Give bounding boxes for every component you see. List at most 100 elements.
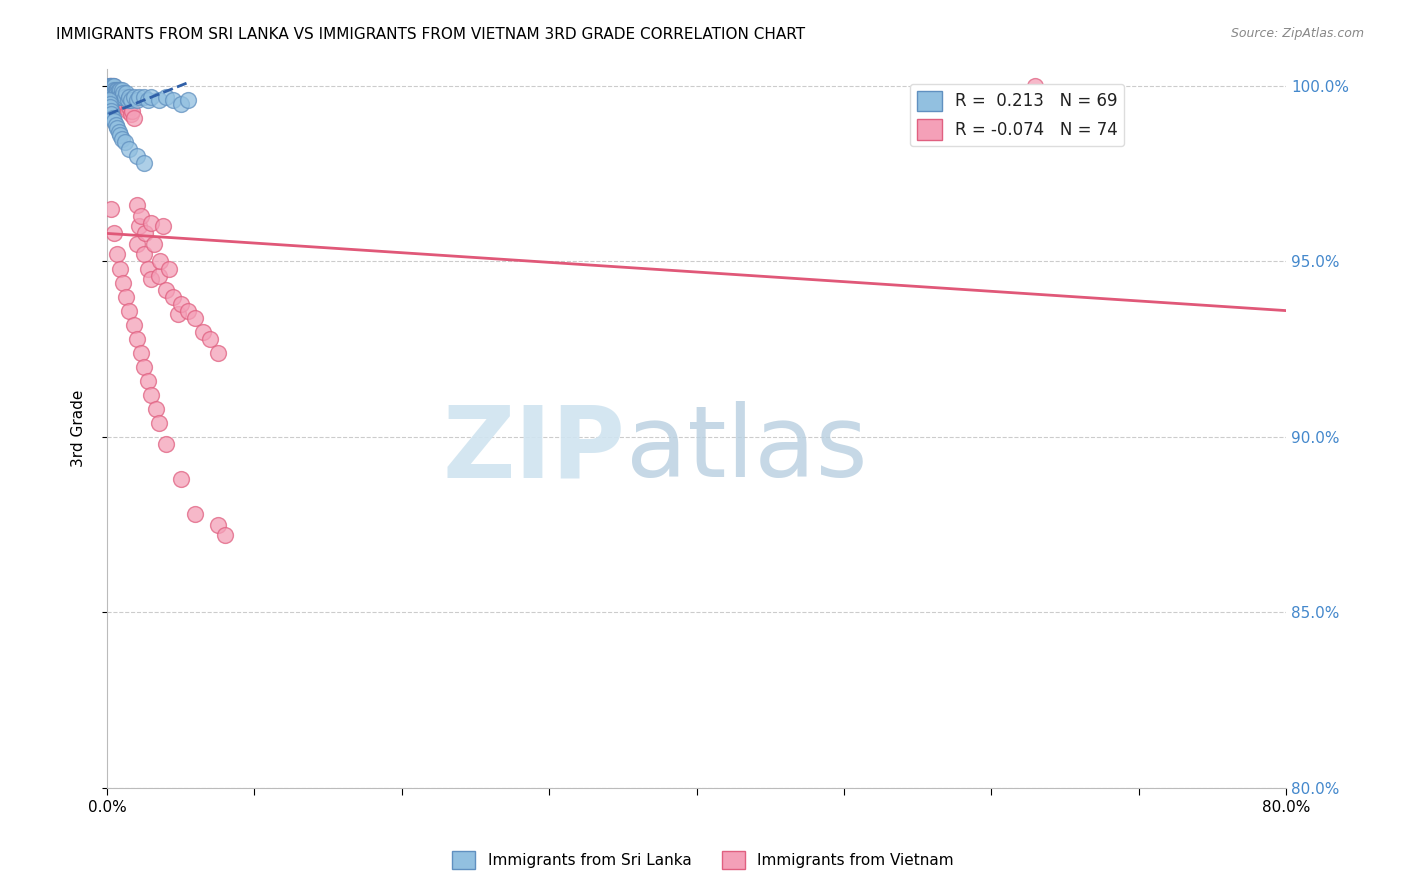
Point bbox=[100, 82, 122, 96]
Point bbox=[110, 89, 132, 103]
Point bbox=[104, 89, 127, 103]
Point bbox=[148, 93, 170, 107]
Point bbox=[105, 82, 128, 96]
Point bbox=[207, 517, 229, 532]
Point bbox=[105, 82, 128, 96]
Point bbox=[141, 216, 163, 230]
Point bbox=[129, 345, 152, 359]
Point bbox=[100, 78, 122, 93]
Point bbox=[108, 82, 131, 96]
Point bbox=[170, 296, 193, 310]
Point bbox=[97, 86, 120, 100]
Point bbox=[122, 111, 145, 125]
Point bbox=[122, 318, 145, 332]
Point bbox=[184, 310, 207, 325]
Point bbox=[108, 125, 131, 139]
Point bbox=[101, 111, 124, 125]
Legend: Immigrants from Sri Lanka, Immigrants from Vietnam: Immigrants from Sri Lanka, Immigrants fr… bbox=[446, 845, 960, 875]
Point bbox=[114, 135, 136, 149]
Point bbox=[117, 93, 139, 107]
Point bbox=[143, 236, 166, 251]
Point bbox=[103, 227, 125, 241]
Point bbox=[141, 388, 163, 402]
Point bbox=[132, 359, 155, 374]
Point bbox=[108, 82, 131, 96]
Point bbox=[162, 289, 184, 303]
Point bbox=[98, 96, 121, 111]
Point bbox=[118, 100, 141, 114]
Point bbox=[141, 272, 163, 286]
Point bbox=[101, 82, 124, 96]
Point bbox=[129, 209, 152, 223]
Point bbox=[155, 437, 177, 451]
Point bbox=[145, 401, 167, 416]
Point bbox=[155, 89, 177, 103]
Point bbox=[100, 82, 122, 96]
Point bbox=[114, 100, 136, 114]
Point bbox=[105, 121, 128, 136]
Point bbox=[98, 78, 121, 93]
Point bbox=[100, 82, 122, 96]
Point bbox=[200, 332, 222, 346]
Point bbox=[100, 78, 122, 93]
Point bbox=[103, 86, 125, 100]
Point bbox=[103, 114, 125, 128]
Point bbox=[104, 86, 127, 100]
Text: ZIP: ZIP bbox=[443, 401, 626, 499]
Point bbox=[128, 89, 150, 103]
Point bbox=[98, 86, 121, 100]
Point bbox=[100, 107, 122, 121]
Point bbox=[114, 93, 136, 107]
Point bbox=[105, 247, 128, 261]
Point bbox=[104, 82, 127, 96]
Point bbox=[125, 332, 148, 346]
Point bbox=[132, 89, 155, 103]
Point bbox=[98, 78, 121, 93]
Point bbox=[141, 89, 163, 103]
Point bbox=[101, 86, 124, 100]
Text: atlas: atlas bbox=[626, 401, 868, 499]
Point bbox=[111, 89, 134, 103]
Point bbox=[155, 283, 177, 297]
Point bbox=[170, 472, 193, 486]
Point bbox=[110, 128, 132, 143]
Point bbox=[100, 89, 122, 103]
Point bbox=[103, 78, 125, 93]
Point bbox=[162, 93, 184, 107]
Point bbox=[98, 82, 121, 96]
Point bbox=[177, 303, 200, 318]
Point bbox=[214, 528, 236, 542]
Point bbox=[100, 86, 122, 100]
Point bbox=[110, 261, 132, 276]
Point bbox=[166, 307, 188, 321]
Point bbox=[191, 325, 214, 339]
Point bbox=[110, 93, 132, 107]
Point bbox=[118, 303, 141, 318]
Point bbox=[103, 89, 125, 103]
Point bbox=[184, 507, 207, 521]
Point bbox=[125, 236, 148, 251]
Point bbox=[100, 103, 122, 118]
Point bbox=[115, 86, 138, 100]
Point bbox=[117, 103, 139, 118]
Point bbox=[98, 82, 121, 96]
Point bbox=[132, 247, 155, 261]
Point bbox=[115, 289, 138, 303]
Legend: R =  0.213   N = 69, R = -0.074   N = 74: R = 0.213 N = 69, R = -0.074 N = 74 bbox=[910, 84, 1125, 146]
Point bbox=[149, 254, 172, 268]
Point bbox=[101, 89, 124, 103]
Point bbox=[148, 416, 170, 430]
Point bbox=[101, 86, 124, 100]
Point bbox=[207, 345, 229, 359]
Point bbox=[138, 93, 160, 107]
Point bbox=[1024, 78, 1046, 93]
Point bbox=[134, 227, 156, 241]
Point bbox=[98, 89, 121, 103]
Point bbox=[118, 142, 141, 156]
Point bbox=[108, 89, 131, 103]
Point bbox=[122, 89, 145, 103]
Point bbox=[111, 131, 134, 145]
Point bbox=[108, 96, 131, 111]
Point bbox=[103, 82, 125, 96]
Point bbox=[114, 89, 136, 103]
